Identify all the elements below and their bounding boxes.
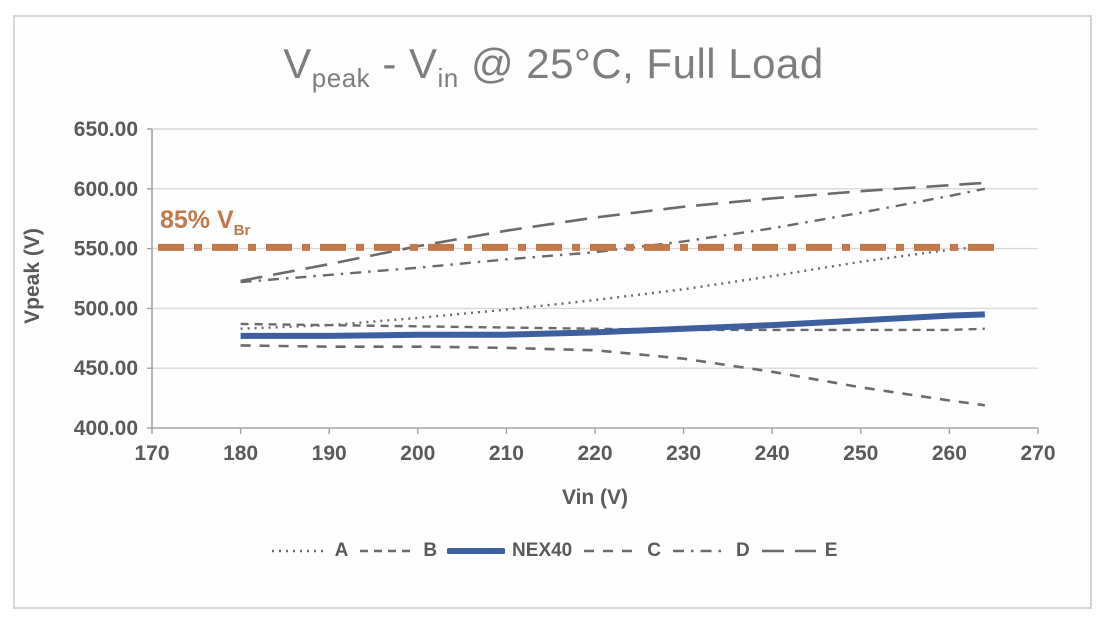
y-tick-label: 650.00 [74, 118, 138, 141]
series-line-E [240, 181, 985, 283]
legend-item-NEX40: NEX40 [447, 540, 572, 562]
series-line-NEX40 [240, 311, 985, 339]
legend-item-B: B [358, 540, 437, 562]
series-line-C [240, 344, 986, 407]
legend-swatch-B [360, 549, 415, 553]
x-tick-label: 270 [1020, 442, 1055, 465]
legend-label-NEX40: NEX40 [512, 540, 573, 561]
x-tick-label: 190 [312, 442, 347, 465]
x-tick-label: 230 [666, 442, 701, 465]
legend-item-C: C [582, 540, 661, 562]
title-part: @ 25°C, Full Load [458, 40, 824, 87]
threshold-label-text: 85% V [160, 206, 234, 234]
x-tick-label: 260 [932, 442, 967, 465]
y-tick-label: 550.00 [74, 238, 138, 261]
legend-label-C: C [647, 540, 661, 561]
title-subscript-in: in [437, 63, 459, 93]
y-tick-label: 600.00 [74, 178, 138, 201]
legend-label-E: E [824, 540, 838, 561]
title-part: - V [370, 40, 438, 87]
x-tick-label: 210 [489, 442, 524, 465]
x-tick-label: 200 [400, 442, 435, 465]
series-line-A [240, 245, 985, 330]
legend-swatch-A [271, 549, 326, 553]
legend-swatch-E [761, 549, 816, 553]
legend-swatch-C [584, 549, 639, 553]
legend-swatch-D [672, 549, 727, 553]
y-tick-label: 500.00 [74, 297, 138, 320]
chart-frame [13, 15, 1092, 609]
x-tick-label: 250 [843, 442, 878, 465]
title-subscript-peak: peak [311, 63, 371, 93]
x-tick-label: 180 [223, 442, 258, 465]
x-axis-title: Vin (V) [561, 486, 629, 509]
legend-swatch-NEX40 [447, 548, 506, 554]
y-tick-label: 450.00 [74, 357, 138, 380]
legend-item-E: E [760, 540, 838, 562]
threshold-label-subscript: Br [233, 222, 251, 239]
chart-title: Vpeak - Vin @ 25°C, Full Load [0, 40, 1107, 94]
x-tick-label: 170 [134, 442, 169, 465]
legend-label-D: D [735, 540, 750, 561]
legend-item-D: D [671, 540, 750, 562]
legend-label-A: A [334, 540, 349, 561]
x-tick-label: 220 [577, 442, 612, 465]
legend-item-A: A [270, 540, 349, 562]
y-axis-title: Vpeak (V) [21, 228, 44, 324]
threshold-label: 85% VBr [160, 206, 250, 239]
y-tick-label: 400.00 [74, 417, 138, 440]
x-tick-label: 240 [755, 442, 790, 465]
title-part: V [283, 40, 312, 87]
series-line-D [240, 187, 986, 284]
legend: A B NEX40 C D E [0, 540, 1107, 562]
legend-label-B: B [423, 540, 438, 561]
